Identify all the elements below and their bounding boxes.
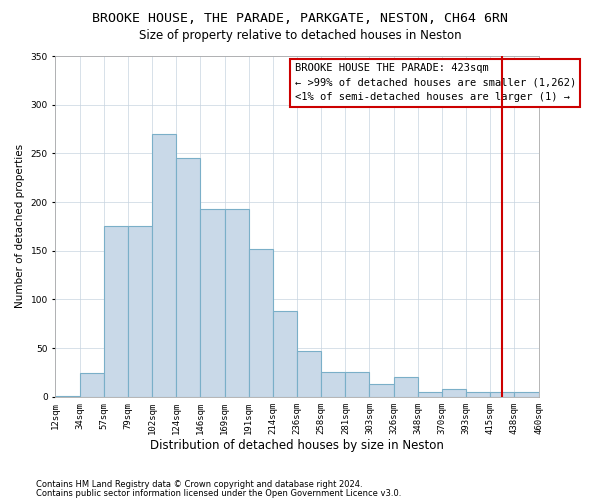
Text: Contains HM Land Registry data © Crown copyright and database right 2024.: Contains HM Land Registry data © Crown c… <box>36 480 362 489</box>
Bar <box>80 374 104 397</box>
Bar <box>224 209 248 397</box>
Bar <box>273 311 297 397</box>
Bar <box>152 134 176 397</box>
Bar <box>394 378 418 397</box>
Bar <box>128 226 152 397</box>
Bar <box>370 384 394 397</box>
Text: Size of property relative to detached houses in Neston: Size of property relative to detached ho… <box>139 29 461 42</box>
Bar <box>321 372 346 397</box>
Bar <box>55 396 80 397</box>
Text: Contains public sector information licensed under the Open Government Licence v3: Contains public sector information licen… <box>36 489 401 498</box>
Text: BROOKE HOUSE, THE PARADE, PARKGATE, NESTON, CH64 6RN: BROOKE HOUSE, THE PARADE, PARKGATE, NEST… <box>92 12 508 26</box>
Bar <box>346 372 370 397</box>
Bar <box>297 351 321 397</box>
Y-axis label: Number of detached properties: Number of detached properties <box>15 144 25 308</box>
Bar <box>104 226 128 397</box>
Bar <box>490 392 514 397</box>
Bar <box>442 389 466 397</box>
Bar <box>466 392 490 397</box>
Bar <box>418 392 442 397</box>
Bar <box>200 209 224 397</box>
Text: BROOKE HOUSE THE PARADE: 423sqm
← >99% of detached houses are smaller (1,262)
<1: BROOKE HOUSE THE PARADE: 423sqm ← >99% o… <box>295 63 576 102</box>
X-axis label: Distribution of detached houses by size in Neston: Distribution of detached houses by size … <box>150 440 444 452</box>
Bar <box>176 158 200 397</box>
Bar <box>248 249 273 397</box>
Bar <box>514 392 539 397</box>
